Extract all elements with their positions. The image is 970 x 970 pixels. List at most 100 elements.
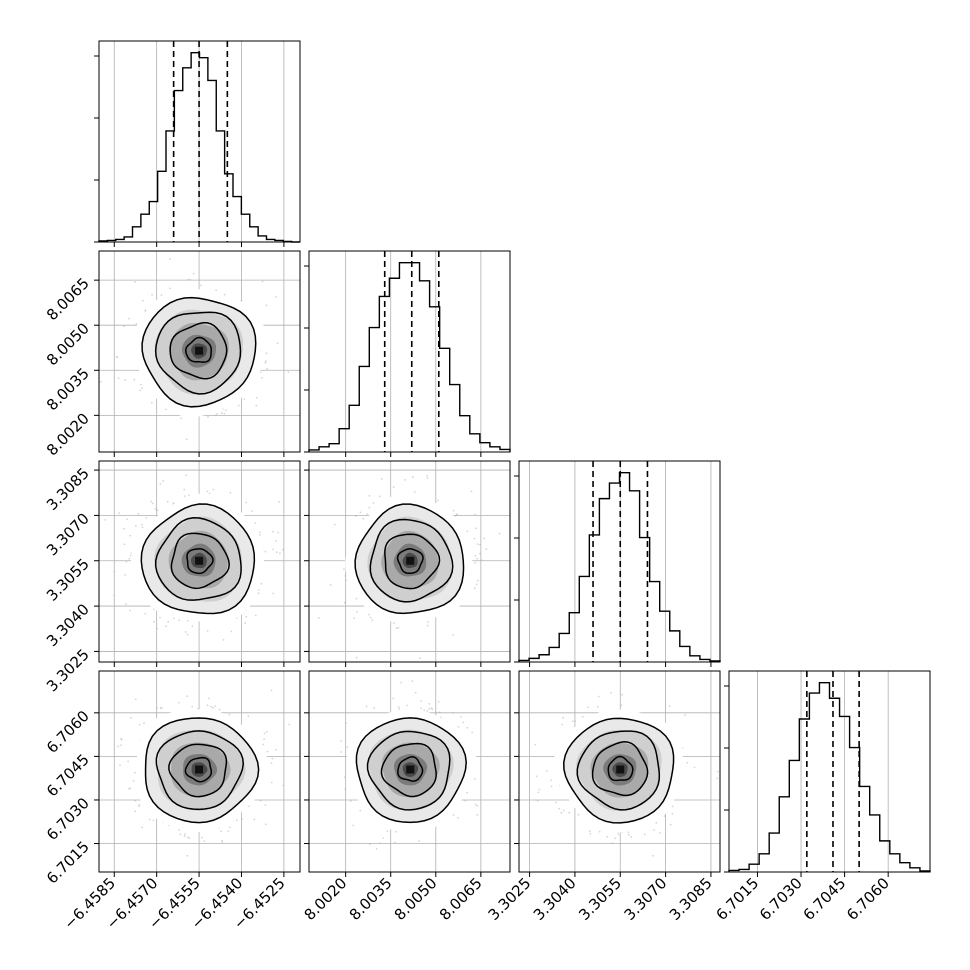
density-peak [406,765,415,774]
scatter-point [378,495,381,498]
histogram-2 [518,471,721,662]
scatter-point [414,691,417,694]
contour-line-2 [169,322,228,380]
scatter-point [208,697,210,700]
scatter-point [148,818,151,821]
scatter-point [127,760,129,763]
scatter-point [99,381,102,383]
scatter-point [457,726,460,728]
scatter-point [474,554,477,557]
scatter-point [426,474,428,477]
scatter-point [255,397,258,399]
scatter-point [216,413,219,415]
scatter-point [406,704,408,707]
scatter-point [473,778,476,780]
scatter-point [150,500,153,503]
scatter-point [187,278,190,281]
scatter-point [476,814,479,816]
scatter-point [418,840,420,842]
scatter-point [344,788,347,791]
scatter-point [420,700,422,702]
scatter-point [210,705,213,708]
scatter-point [200,284,202,287]
scatter-point [343,601,346,604]
density-panel-2-1 [317,474,501,660]
scatter-point [223,293,226,296]
scatter-point [263,732,266,735]
scatter-point [128,557,131,560]
scatter-point [223,412,226,415]
scatter-point [693,766,696,769]
scatter-point [435,711,438,714]
scatter-point [218,708,221,711]
scatter-point [368,506,371,509]
scatter-point [279,552,281,555]
scatter-point [340,740,343,742]
y-tick-label: 3.3055 [43,555,93,605]
scatter-point [275,296,277,298]
scatter-point [663,815,666,817]
scatter-point [426,477,429,480]
scatter-point [270,689,273,692]
contour-line-2 [170,532,230,590]
scatter-point [400,681,402,684]
scatter-point [145,517,148,519]
scatter-point [343,568,345,571]
y-tick-label: 6.7030 [43,794,93,844]
scatter-point [244,622,247,625]
scatter-point [366,513,369,515]
scatter-point [355,656,358,659]
scatter-point [392,697,395,700]
scatter-point [344,776,346,779]
scatter-point [124,379,126,381]
panel-frame-3-1 [308,670,511,873]
scatter-point [266,367,269,370]
scatter-point [498,532,501,535]
scatter-point [159,483,162,485]
scatter-point [319,745,321,747]
scatter-point [457,817,459,819]
scatter-point [186,695,189,698]
y-tick-label: 3.3025 [43,646,93,696]
scatter-point [257,589,260,591]
scatter-point [261,376,263,379]
contour-line-1 [366,730,451,811]
scatter-point [156,509,159,512]
scatter-point [220,830,223,833]
scatter-point [183,495,186,497]
scatter-point [260,582,263,585]
density-peak [195,346,204,355]
scatter-point [206,630,209,632]
scatter-point [264,550,267,553]
scatter-point [206,490,209,493]
scatter-point [137,512,140,515]
scatter-point [134,810,137,813]
scatter-point [128,788,130,790]
scatter-point [159,616,161,619]
contour-line-0 [141,296,257,408]
scatter-point [160,294,163,297]
scatter-point [168,287,171,290]
scatter-point [178,701,180,704]
y-tick-label: 8.0050 [43,319,93,369]
scatter-point [134,524,137,527]
scatter-point [178,619,181,622]
scatter-point [452,634,455,636]
contour-line-0 [140,503,256,615]
scatter-point [382,837,385,839]
scatter-point [201,836,203,839]
scatter-point [117,745,120,748]
contour-line-2 [168,743,228,798]
scatter-point [474,513,476,516]
scatter-point [257,592,260,595]
scatter-point [259,534,261,536]
grid-3-3 [757,671,889,872]
scatter-point [359,809,362,812]
scatter-point [118,512,120,515]
scatter-point [215,414,217,417]
scatter-point [143,722,145,725]
scatter-point [470,490,473,493]
scatter-point [125,603,127,606]
scatter-point [428,708,431,710]
scatter-point [227,830,230,832]
